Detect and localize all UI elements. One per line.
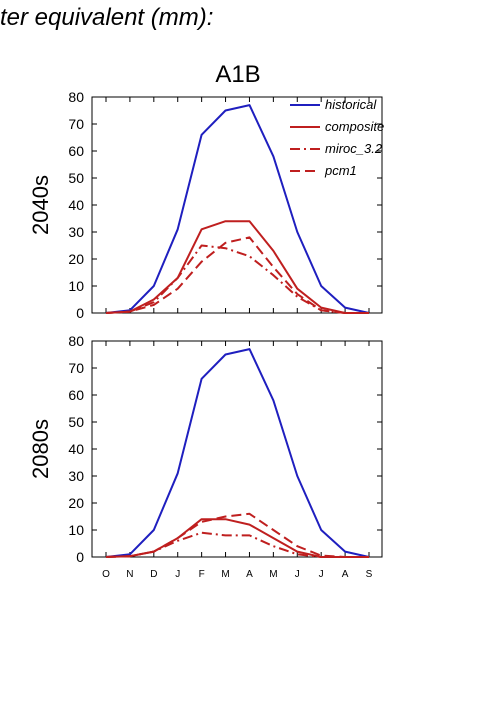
x-tick-label: O [102, 569, 110, 580]
y-tick-label: 40 [68, 441, 84, 457]
y-tick-label: 20 [68, 251, 84, 267]
y-tick-label: 10 [68, 522, 84, 538]
y-tick-label: 0 [76, 305, 84, 321]
x-tick-label: A [246, 569, 253, 580]
legend-label: miroc_3.2 [325, 141, 383, 156]
x-tick-label: S [366, 569, 373, 580]
y-tick-label: 0 [76, 549, 84, 565]
series-line-historical [105, 104, 370, 314]
series-line-pcm1 [105, 512, 369, 558]
series-line-composite [105, 220, 369, 314]
x-tick-label: A [342, 569, 349, 580]
y-tick-label: 10 [68, 278, 84, 294]
y-tick-label: 30 [68, 468, 84, 484]
x-tick-label: N [126, 569, 133, 580]
y-tick-label: 50 [68, 414, 84, 430]
chart-title: A1B [215, 61, 260, 88]
series-line-historical [105, 348, 370, 558]
legend: historical composite miroc_3.2 pcm1 [290, 97, 384, 178]
plot-frame [91, 340, 383, 558]
x-tick-label: M [221, 569, 229, 580]
y-tick-label: 20 [68, 495, 84, 511]
y-tick-label: 30 [68, 224, 84, 240]
y-tick-label: 70 [68, 360, 84, 376]
y-tick-label: 80 [68, 89, 84, 105]
y-tick-label: 40 [68, 197, 84, 213]
x-tick-label: F [199, 569, 205, 580]
panel-2080s: 0 10 20 30 40 50 60 70 80 2080s [28, 333, 383, 565]
header-caption: ter equivalent (mm): [0, 4, 214, 31]
series-line-miroc_3.2 [105, 531, 369, 558]
y-tick-label: 70 [68, 116, 84, 132]
chart-panels: 0 10 20 30 40 50 60 70 80 2040s historical composit… [28, 89, 384, 580]
x-tick-label: M [269, 569, 277, 580]
y-tick-label: 60 [68, 387, 84, 403]
x-tick-label: J [319, 569, 324, 580]
series-line-pcm1 [105, 236, 369, 314]
y-tick-label: 60 [68, 143, 84, 159]
legend-label: pcm1 [324, 163, 357, 178]
panel-2040s: 0 10 20 30 40 50 60 70 80 2040s historical composit… [28, 89, 384, 321]
x-tick-label: J [295, 569, 300, 580]
legend-label: historical [325, 97, 377, 112]
x-tick-label: J [175, 569, 180, 580]
x-tick-label: D [150, 569, 157, 580]
panel-label: 2040s [28, 175, 53, 235]
panel-label: 2080s [28, 419, 53, 479]
legend-label: composite [325, 119, 384, 134]
y-tick-label: 80 [68, 333, 84, 349]
y-tick-label: 50 [68, 170, 84, 186]
